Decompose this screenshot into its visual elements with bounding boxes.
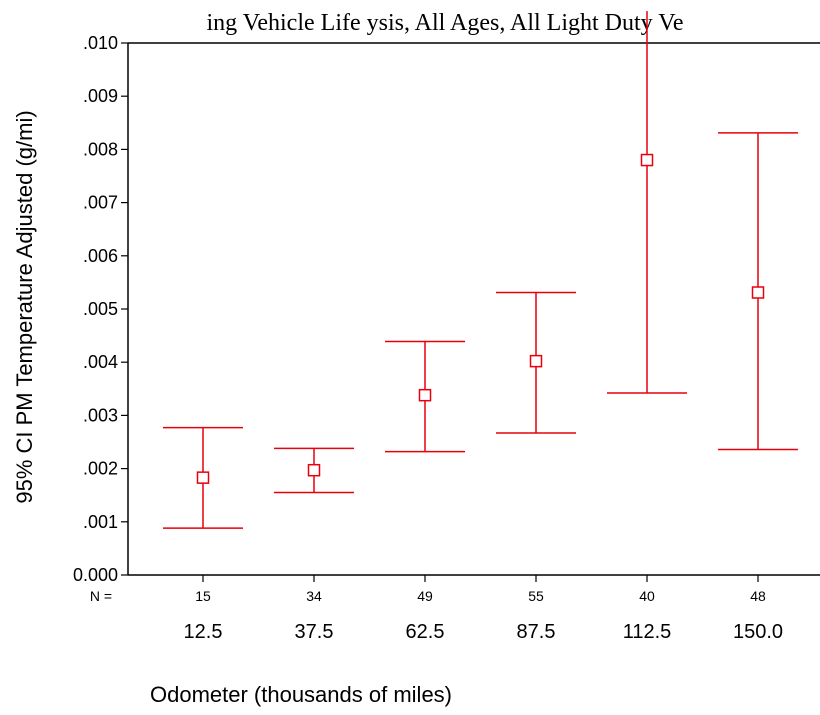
x-category-label: 150.0 xyxy=(733,621,783,643)
chart-title: ing Vehicle Life ysis, All Ages, All Lig… xyxy=(206,10,683,36)
error-bar-series xyxy=(163,11,798,529)
y-tick-label: .010 xyxy=(83,33,118,53)
y-axis-title: 95% CI PM Temperature Adjusted (g/mi) xyxy=(12,110,37,503)
y-tick-label: .009 xyxy=(83,86,118,106)
n-count-label: 48 xyxy=(750,588,766,604)
x-category-label: 112.5 xyxy=(623,621,672,643)
x-axis-labels: N = 15 12.5 34 37.5 49 62.5 55 87.5 40 112.5 48 150.… xyxy=(90,575,783,643)
y-tick-label: .001 xyxy=(83,512,118,532)
mean-marker xyxy=(529,354,543,368)
mean-marker xyxy=(640,153,654,167)
mean-marker xyxy=(418,388,432,402)
n-count-label: 49 xyxy=(417,588,433,604)
n-count-label: 40 xyxy=(639,588,655,604)
y-tick-label: .003 xyxy=(83,405,118,425)
mean-marker xyxy=(751,286,765,299)
x-category-label: 62.5 xyxy=(406,621,445,643)
n-count-label: 34 xyxy=(306,588,322,604)
x-category-label: 12.5 xyxy=(184,621,223,643)
y-tick-label: .002 xyxy=(83,459,118,479)
y-tick-label: .005 xyxy=(83,299,118,319)
x-category-label: 87.5 xyxy=(517,621,556,643)
y-tick-label: 0.000 xyxy=(73,565,118,585)
y-tick-label: .004 xyxy=(83,352,118,372)
x-axis-title: Odometer (thousands of miles) xyxy=(150,682,452,707)
n-count-label: 55 xyxy=(528,588,544,604)
n-count-label: 15 xyxy=(195,588,211,604)
y-axis-ticks: .010 .009 .008 .007 .006 .005 .004 .003 .002 .001… xyxy=(73,33,128,585)
axes xyxy=(127,42,820,576)
y-tick-label: .008 xyxy=(83,139,118,159)
y-tick-label: .006 xyxy=(83,246,118,266)
mean-marker xyxy=(196,471,210,484)
y-tick-label: .007 xyxy=(83,193,118,213)
x-category-label: 37.5 xyxy=(295,621,334,643)
mean-marker xyxy=(307,463,321,477)
n-prefix-label: N = xyxy=(90,588,112,604)
